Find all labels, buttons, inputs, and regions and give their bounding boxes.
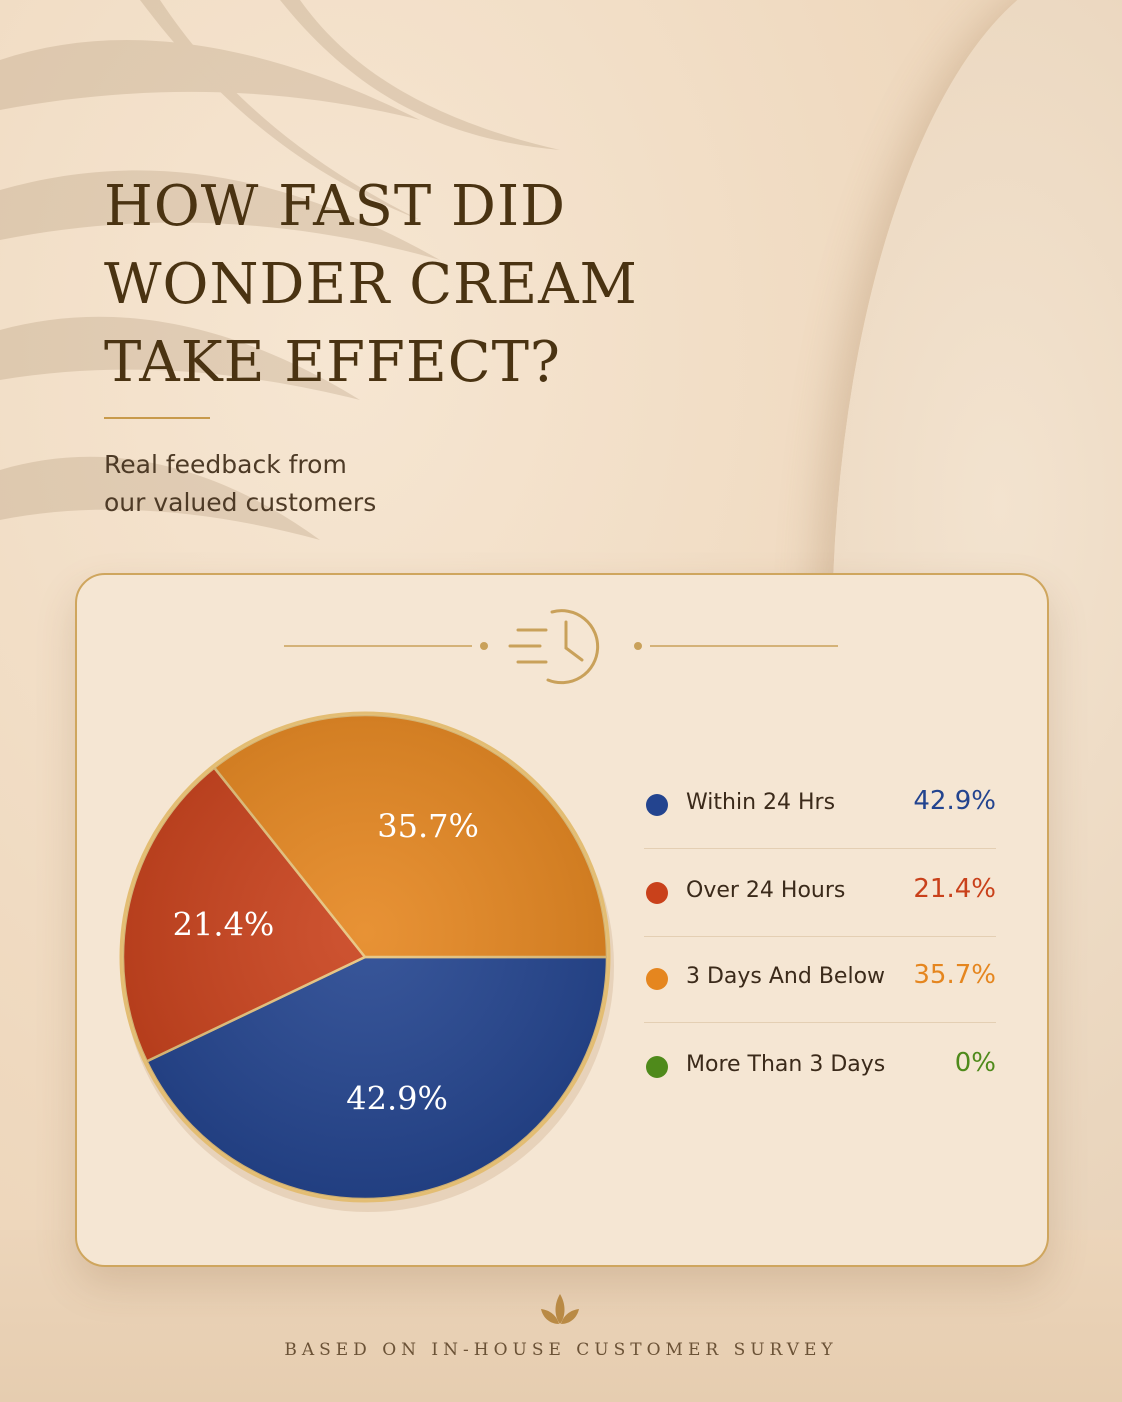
pie-labels: 42.9% 21.4% 35.7% — [173, 807, 479, 1117]
ornament-dot-right — [634, 642, 642, 650]
legend-item-3-days-and-below: 3 Days And Below 35.7% — [644, 950, 996, 1023]
legend-swatch — [646, 794, 668, 816]
legend-swatch — [646, 968, 668, 990]
title-line: WONDER CREAM — [104, 252, 638, 317]
title-line: HOW FAST DID — [104, 174, 566, 239]
legend-swatch — [646, 882, 668, 904]
pie-slice-label: 42.9% — [346, 1080, 448, 1118]
legend-value: 21.4% — [913, 874, 996, 904]
legend-swatch — [646, 1056, 668, 1078]
legend-item-more-than-3-days: More Than 3 Days 0% — [644, 1038, 996, 1098]
subtitle-line: Real feedback from — [104, 450, 347, 479]
legend-label: 3 Days And Below — [686, 964, 886, 989]
title-divider — [104, 417, 210, 419]
page-subtitle: Real feedback from our valued customers — [104, 446, 376, 522]
pie-slice-label: 21.4% — [173, 905, 275, 943]
pie-sheen — [123, 715, 607, 1199]
ornament-dot-left — [480, 642, 488, 650]
legend-label: More Than 3 Days — [686, 1052, 886, 1077]
survey-footnote: BASED ON IN-HOUSE CUSTOMER SURVEY — [284, 1340, 838, 1360]
legend-divider — [644, 936, 996, 937]
sprout-icon — [541, 1294, 579, 1324]
subtitle-line: our valued customers — [104, 488, 377, 517]
pie-slice-label: 35.7% — [377, 807, 479, 845]
clock-speed-icon — [508, 609, 600, 685]
pie-rim — [119, 711, 611, 1203]
legend-value: 35.7% — [913, 960, 996, 990]
legend-item-within-24-hrs: Within 24 Hrs 42.9% — [644, 776, 996, 849]
legend-value: 0% — [954, 1048, 996, 1078]
legend-value: 42.9% — [913, 786, 996, 816]
page-title: HOW FAST DID WONDER CREAM TAKE EFFECT? — [104, 168, 638, 402]
palm-shadow-decoration — [0, 0, 560, 540]
legend-item-over-24-hours: Over 24 Hours 21.4% — [644, 864, 996, 937]
legend-divider — [644, 848, 996, 849]
legend-label: Within 24 Hrs — [686, 790, 836, 815]
legend-divider — [644, 1022, 996, 1023]
title-line: TAKE EFFECT? — [104, 330, 561, 395]
legend-label: Over 24 Hours — [686, 878, 846, 903]
card-header-ornament — [284, 609, 838, 685]
